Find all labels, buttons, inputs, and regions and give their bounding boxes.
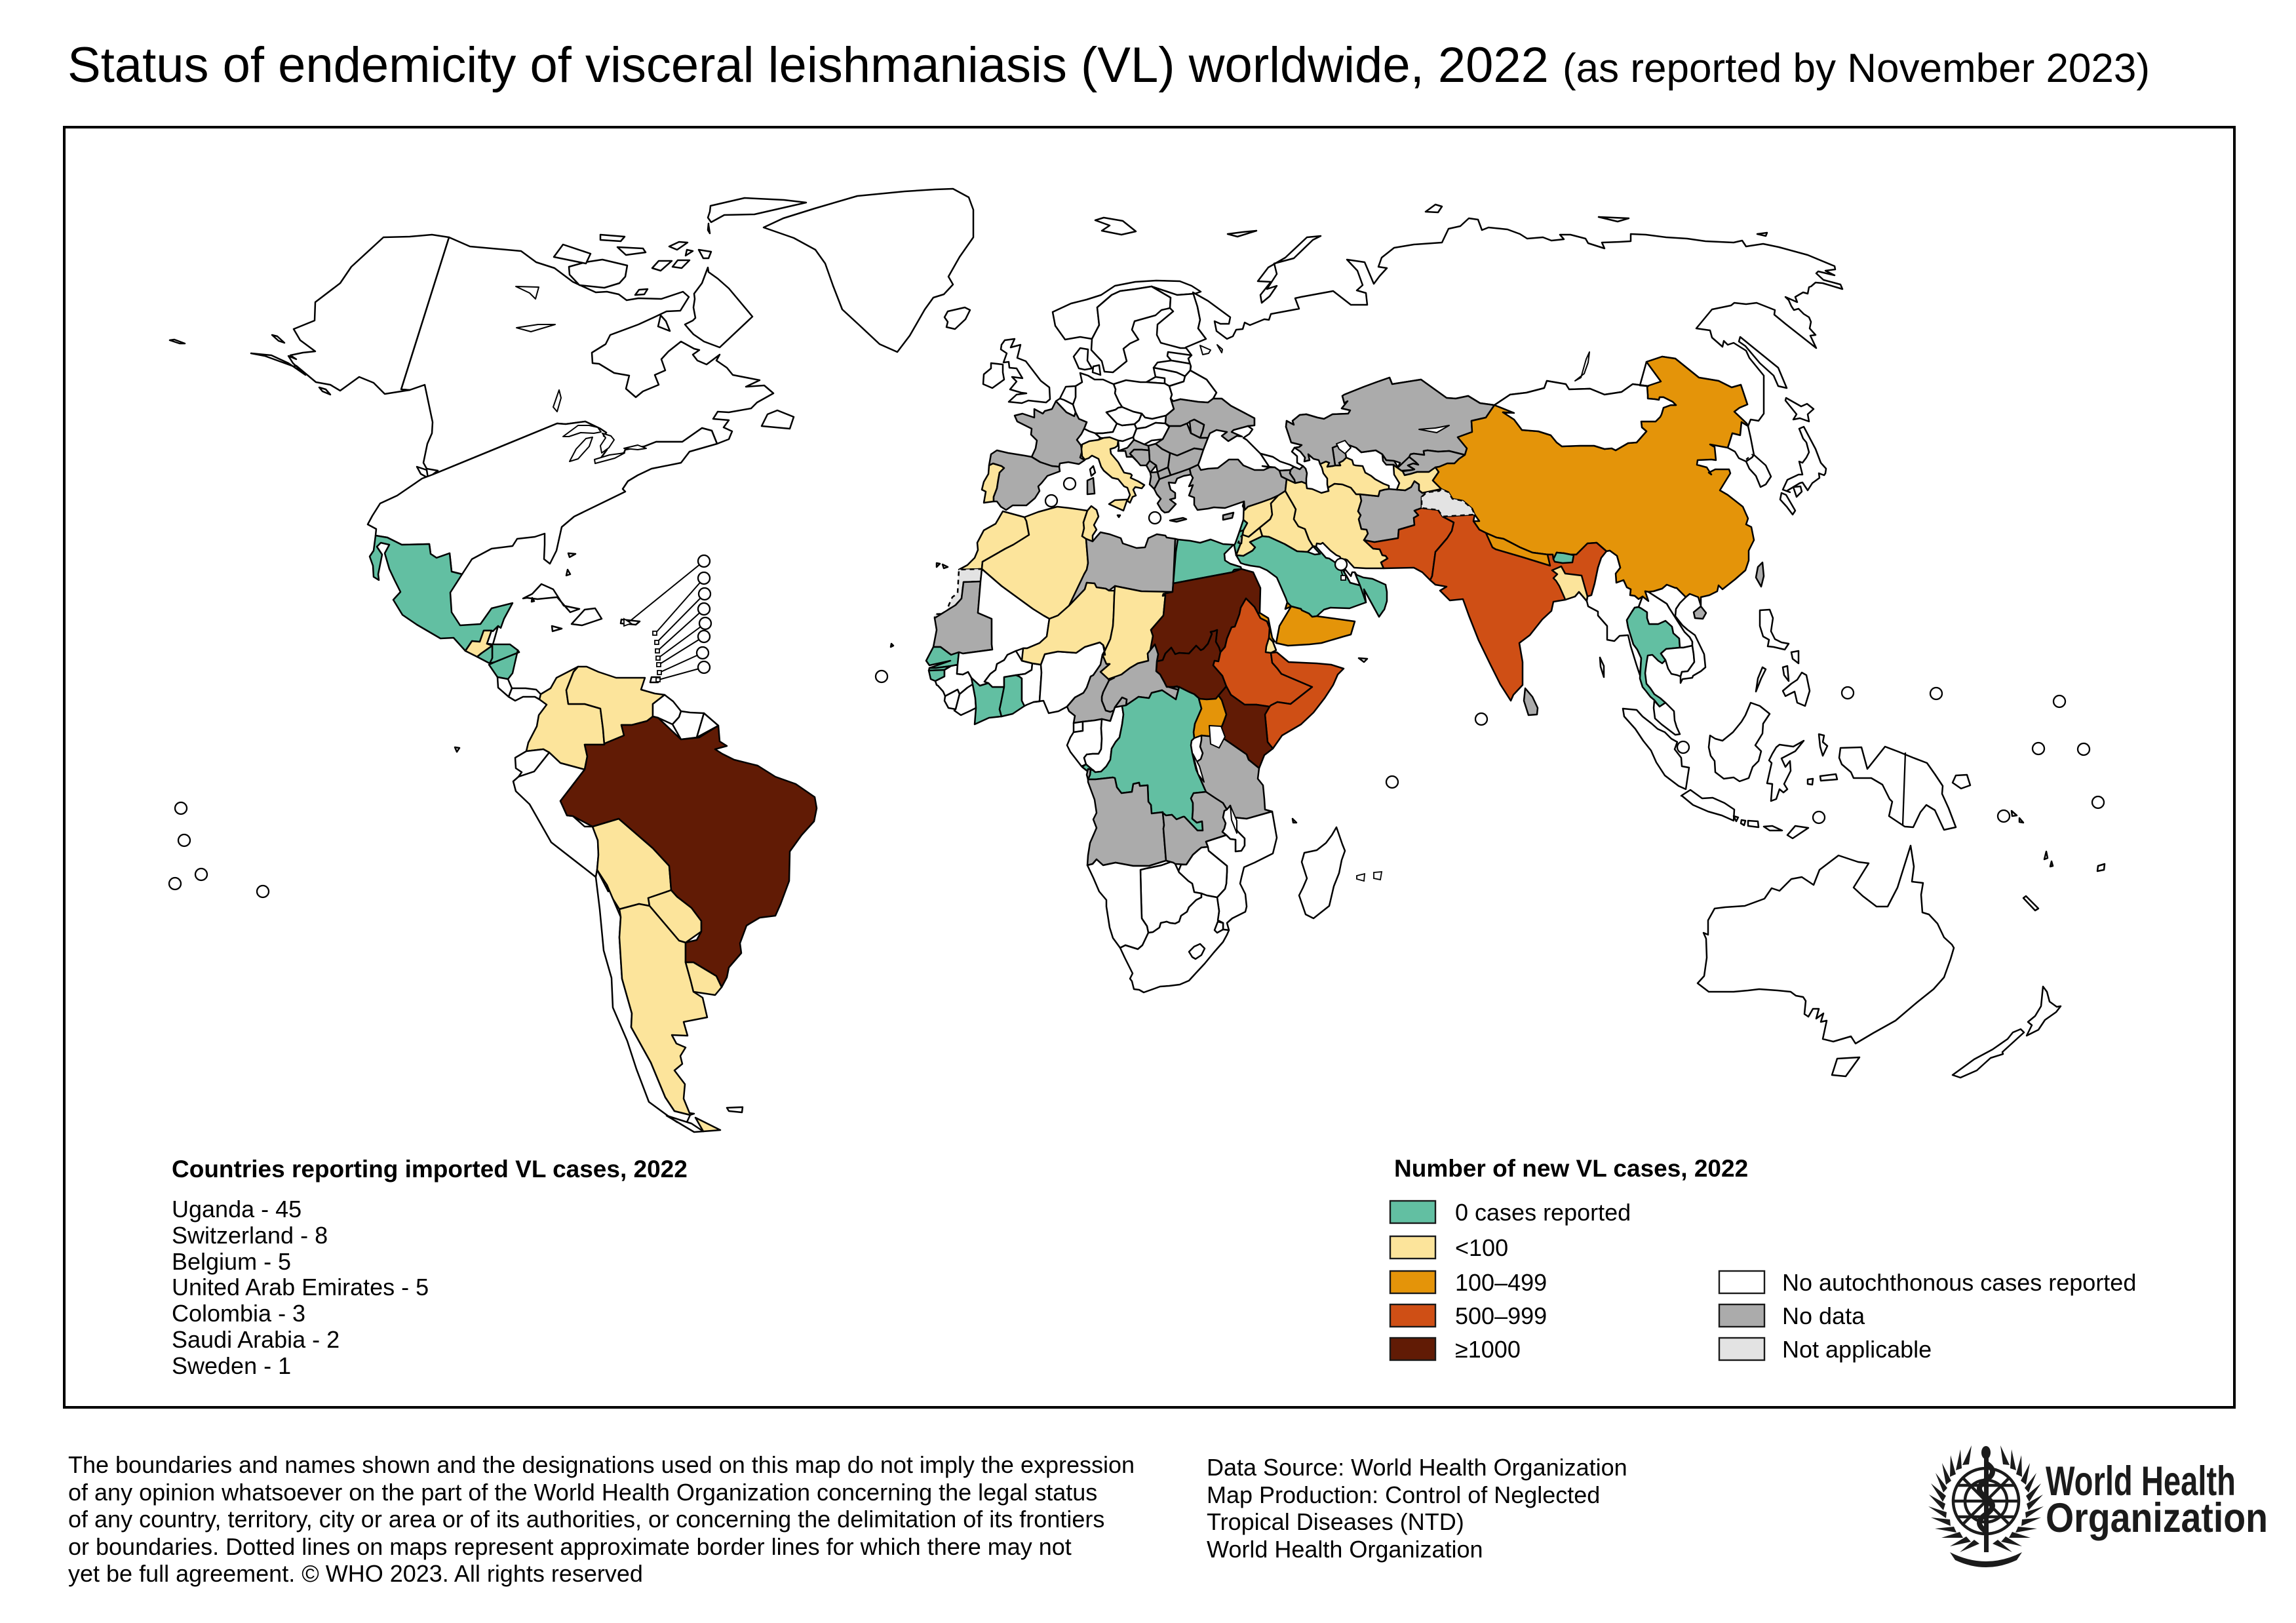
svg-text:Not applicable: Not applicable bbox=[1782, 1336, 1932, 1363]
svg-text:World Health: World Health bbox=[2046, 1458, 2236, 1504]
svg-text:Organization: Organization bbox=[2046, 1495, 2268, 1541]
svg-text:<100: <100 bbox=[1455, 1234, 1508, 1261]
svg-text:≥1000: ≥1000 bbox=[1455, 1336, 1521, 1363]
svg-text:No data: No data bbox=[1782, 1302, 1865, 1329]
svg-text:500–999: 500–999 bbox=[1455, 1302, 1547, 1329]
svg-text:0 cases reported: 0 cases reported bbox=[1455, 1199, 1631, 1226]
svg-text:100–499: 100–499 bbox=[1455, 1269, 1547, 1296]
svg-text:No autochthonous cases reporte: No autochthonous cases reported bbox=[1782, 1269, 2136, 1296]
